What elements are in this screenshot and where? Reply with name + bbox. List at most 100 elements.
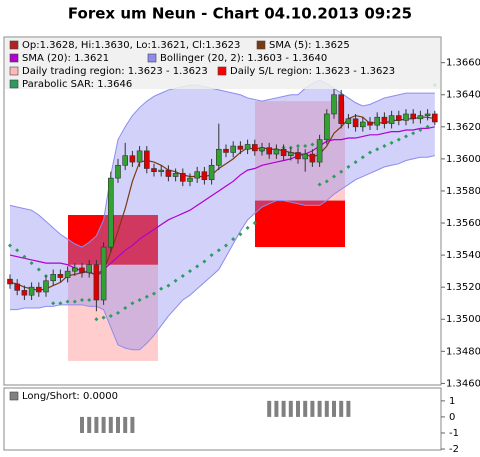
candle-body [359, 121, 366, 128]
y-tick-label: 1.3560 [446, 218, 480, 229]
candle-body [122, 155, 128, 166]
candle-body [86, 264, 92, 274]
sar-dot [346, 164, 351, 169]
y-tick-label: 0 [449, 412, 455, 423]
bar [94, 416, 99, 433]
y-tick-label: 1.3620 [446, 122, 480, 133]
sar-dot [180, 273, 185, 278]
main-plot: 1.3460 1.3480 1.3500 1.3520 1.3540 1.3560 1.35… [7, 58, 480, 389]
legend-swatch [256, 40, 266, 50]
sar-dot [296, 144, 300, 149]
legend-label: SMA (20): 1.3621 [22, 53, 109, 64]
bar [281, 400, 286, 417]
candle-body [108, 177, 114, 248]
legend-box [5, 38, 440, 89]
sar-dot [137, 298, 142, 303]
bar [130, 416, 135, 433]
candle-body [21, 290, 28, 296]
sar-dot [332, 174, 336, 179]
sar-dot [404, 134, 408, 139]
candle-body [352, 118, 359, 128]
sar-dot [418, 128, 423, 133]
candle-body [223, 148, 229, 153]
candle-body [424, 113, 431, 116]
candle-body [7, 278, 13, 285]
y-tick-label: 1.3660 [446, 58, 480, 69]
sar-dot [231, 237, 236, 242]
sar-dot [36, 267, 41, 272]
legend-label: Long/Short: 0.0000 [22, 391, 118, 402]
candle-body [172, 173, 179, 177]
bollinger-lower [10, 155, 435, 351]
bar [346, 400, 351, 417]
candle-body [57, 274, 64, 278]
sar-dot [188, 269, 192, 274]
bar [267, 400, 272, 417]
candle-body [252, 144, 258, 152]
sar-dot [29, 261, 34, 266]
candle-body [287, 152, 294, 156]
candle-body [187, 177, 193, 182]
sar-dot [108, 314, 113, 319]
legend-label: Parabolic SAR: 1.3646 [22, 79, 132, 90]
y-tick-label: 1 [449, 396, 455, 407]
bar [324, 400, 329, 417]
candle-body [316, 139, 323, 163]
sar-dot [303, 144, 308, 149]
bollinger-fill [10, 80, 435, 350]
y-tick-label: 1.3460 [446, 378, 480, 389]
candle-body [388, 115, 395, 124]
bar [339, 400, 344, 417]
sar-dot [202, 259, 207, 264]
candle-body [367, 121, 373, 126]
sar-dot [144, 294, 149, 299]
candle-body [72, 267, 78, 272]
candle-body [194, 171, 200, 179]
bar [80, 416, 84, 433]
sar-dot [15, 248, 20, 253]
candle-body [323, 113, 330, 140]
candle-body [266, 147, 273, 155]
sar-dot [72, 299, 77, 304]
candle-body [381, 116, 388, 124]
bar [317, 400, 322, 417]
sar-dot [324, 179, 329, 184]
candle-body [237, 145, 244, 150]
sar-dot [216, 248, 221, 253]
legend: Op:1.3628, Hi:1.3630, Lo:1.3621, Cl:1.36… [5, 38, 440, 90]
sar-dot [252, 221, 257, 226]
candle-body [280, 148, 287, 156]
candle-body [259, 147, 265, 152]
candle-body [180, 173, 186, 182]
sar-dot [382, 144, 387, 149]
candle-body [115, 164, 121, 179]
legend-swatch [217, 66, 227, 76]
bar [101, 416, 106, 433]
sar-dot [310, 142, 315, 147]
candle-body [395, 115, 402, 121]
sar-dot [166, 283, 171, 288]
lower-plot-frame [3, 387, 442, 451]
candle-body [410, 113, 417, 120]
candle-body [345, 118, 352, 124]
bar [288, 400, 293, 417]
y-tick-label: 1.3640 [446, 90, 480, 101]
sar-dot [80, 298, 84, 303]
bar [332, 400, 336, 417]
sar-dot [8, 243, 12, 248]
legend-label: SMA (5): 1.3625 [269, 40, 350, 51]
y-tick-label: 1.3600 [446, 154, 480, 165]
sar-dot [389, 140, 394, 145]
candle-body [151, 168, 157, 173]
candle-body [64, 270, 71, 278]
sar-dot [159, 286, 164, 291]
bar [87, 416, 92, 433]
y-tick-label: 1.3580 [446, 186, 480, 197]
candle-body [129, 155, 136, 163]
sar-dot [317, 182, 322, 187]
candle-body [165, 169, 172, 177]
sl-region [255, 200, 345, 248]
legend-swatch [9, 53, 19, 63]
sar-dot [375, 147, 380, 152]
legend-label: Daily trading region: 1.3623 - 1.3623 [22, 66, 208, 77]
